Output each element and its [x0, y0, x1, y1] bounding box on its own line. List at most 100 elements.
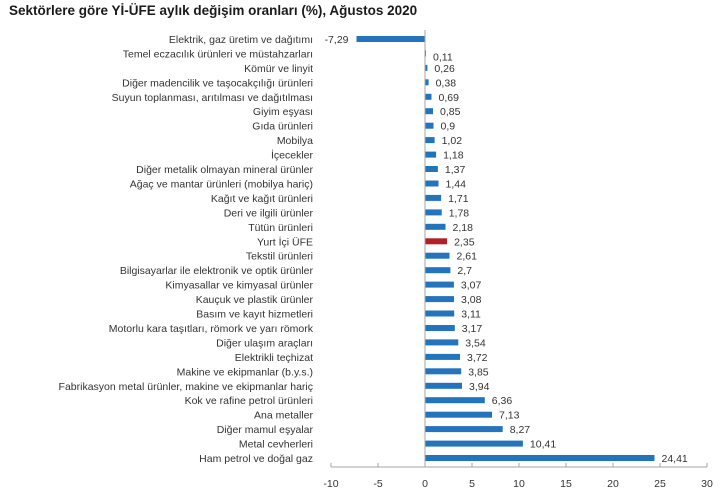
category-label: Temel eczacılık ürünleri ve müstahzarlar…: [123, 48, 313, 60]
category-label: Elektrikli teçhizat: [235, 352, 313, 364]
category-label: Giyim eşyası: [253, 106, 313, 118]
category-label: Elektrik, gaz üretim ve dağıtımı: [169, 34, 313, 46]
data-label: 1,18: [443, 150, 464, 162]
category-labels-group: Elektrik, gaz üretim ve dağıtımı Temel ec…: [59, 34, 314, 465]
bar: [425, 223, 446, 230]
x-tick-label: 0: [422, 478, 428, 490]
data-label: -7,29: [325, 34, 349, 46]
data-label: 0,69: [439, 92, 460, 104]
data-label: 2,35: [454, 236, 475, 248]
data-labels-group: -7,29 0,110,26 0,38 0,69 0,85 0,9 1,02 1,18 1,37…: [325, 34, 688, 465]
bar: [356, 36, 425, 42]
data-label: 0,26: [434, 63, 455, 75]
category-label: Diğer madencilik ve taşocakçılığı ürünle…: [122, 77, 313, 89]
category-label: Suyun toplanması, arıtılması ve dağıtılm…: [112, 92, 313, 104]
bar: [425, 151, 437, 158]
x-tick-label: 15: [560, 478, 572, 490]
bar: [425, 426, 503, 433]
bar: [425, 440, 523, 447]
data-label: 3,17: [462, 323, 483, 335]
bar: [425, 325, 455, 331]
data-label: 1,71: [448, 193, 469, 205]
category-label: Ham petrol ve doğal gaz: [199, 453, 313, 465]
data-label: 3,94: [469, 381, 490, 393]
bar: [425, 93, 432, 100]
bar: [425, 137, 435, 144]
chart-title: Sektörlere göre Yİ-ÜFE aylık değişim ora…: [9, 3, 418, 18]
bar: [425, 122, 434, 129]
data-label: 3,11: [461, 309, 481, 321]
data-label: 3,72: [467, 352, 488, 364]
x-axis-group: -10 -5 0 5 10 15 20 25 30: [323, 30, 713, 490]
data-label: 2,18: [453, 222, 474, 234]
category-label: Ağaç ve mantar ürünleri (mobilya hariç): [130, 179, 313, 191]
x-tick-label: 30: [701, 478, 713, 490]
category-label: Motorlu kara taşıtları, römork ve yarı r…: [109, 323, 314, 335]
category-label: Kimyasallar ve kimyasal ürünler: [165, 280, 313, 292]
bar: [425, 180, 439, 187]
category-label: Fabrikasyon metal ürünler, makine ve eki…: [59, 381, 313, 393]
category-label: Mobilya: [277, 135, 313, 147]
bar: [425, 252, 450, 259]
data-label: 6,36: [492, 395, 513, 407]
bar: [425, 368, 462, 375]
bars-group: [356, 36, 655, 461]
bar: [425, 353, 460, 360]
x-tick-label: -5: [373, 478, 382, 490]
bar: [425, 166, 438, 172]
data-label: 0,11: [433, 51, 453, 63]
bar: [425, 79, 429, 86]
category-label: Metal cevherleri: [239, 439, 313, 451]
category-label: Kauçuk ve plastik ürünler: [196, 294, 314, 306]
data-label: 3,85: [468, 366, 489, 378]
data-label: 1,78: [449, 207, 470, 219]
category-label: Tekstil ürünleri: [246, 251, 313, 263]
data-label: 8,27: [510, 424, 531, 436]
data-label: 24,41: [662, 453, 688, 465]
bar: [425, 209, 442, 216]
category-label: Basım ve kayıt hizmetleri: [196, 309, 313, 321]
bar: [425, 382, 462, 389]
category-label: Kok ve rafine petrol ürünleri: [185, 395, 313, 407]
category-label: Diğer metalik olmayan mineral ürünler: [136, 164, 313, 176]
data-label: 2,7: [457, 265, 472, 277]
category-label: Kömür ve linyit: [244, 63, 313, 75]
bar: [425, 339, 459, 346]
x-tick-label: -10: [323, 478, 338, 490]
category-label: Kağıt ve kağıt ürünleri: [211, 193, 313, 205]
data-label: 3,07: [461, 280, 482, 292]
category-label: Diğer ulaşım araçları: [216, 337, 313, 349]
category-label: İçecekler: [271, 149, 314, 162]
x-tick-label: 25: [654, 478, 666, 490]
data-label: 1,37: [445, 164, 466, 176]
bar: [425, 238, 448, 245]
category-label: Ana metaller: [254, 410, 313, 422]
bar: [425, 281, 454, 288]
data-label: 7,13: [499, 410, 520, 422]
x-tick-label: 10: [513, 478, 525, 490]
data-label: 0,85: [440, 106, 461, 118]
data-label: 0,38: [436, 77, 457, 89]
bar: [425, 455, 655, 461]
category-label: Makine ve ekipmanlar (b.y.s.): [177, 366, 313, 378]
data-label: 1,02: [442, 135, 463, 147]
category-label: Bilgisayarlar ile elektronik ve optik ür…: [120, 265, 314, 277]
category-label: Tütün ürünleri: [248, 222, 313, 234]
bar: [425, 411, 492, 418]
bar: [425, 397, 485, 404]
bar: [425, 108, 433, 115]
x-tick-label: 20: [607, 478, 619, 490]
category-label: Diğer mamul eşyalar: [217, 424, 314, 436]
data-label: 0,9: [441, 121, 456, 133]
category-label: Yurt İçi ÜFE: [257, 235, 313, 248]
bar: [425, 296, 454, 303]
data-label: 3,54: [465, 337, 486, 349]
bar: [425, 194, 442, 201]
bar: [425, 267, 451, 274]
x-tick-label: 5: [469, 478, 475, 490]
bar: [425, 310, 455, 317]
data-label: 1,44: [446, 179, 467, 191]
data-label: 3,08: [461, 294, 482, 306]
data-label: 10,41: [530, 439, 556, 451]
